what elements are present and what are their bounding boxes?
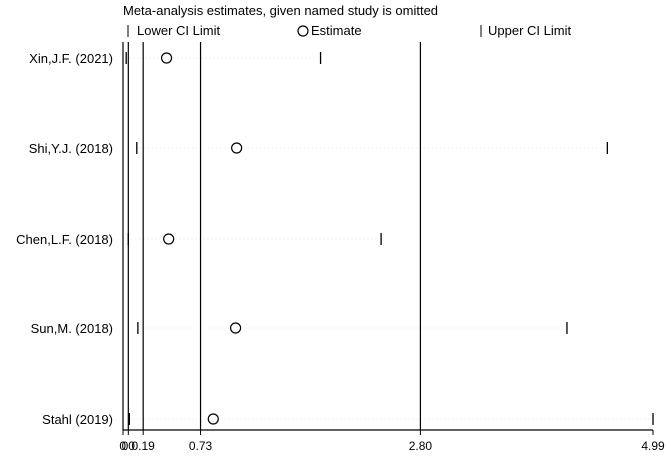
x-tick-label: 2.80 xyxy=(409,439,433,453)
legend-estimate-label: Estimate xyxy=(311,23,362,38)
legend-estimate-marker xyxy=(297,25,309,37)
study-label: Xin,J.F. (2021) xyxy=(29,51,113,66)
x-tick-label: 0.19 xyxy=(132,439,156,453)
estimate-point xyxy=(163,233,175,245)
estimate-point xyxy=(207,413,219,425)
estimate-point xyxy=(160,52,173,64)
x-tick-label: 0.73 xyxy=(189,439,213,453)
legend-lower-label: Lower CI Limit xyxy=(137,23,220,38)
estimate-point xyxy=(229,322,242,334)
study-label: Stahl (2019) xyxy=(42,412,113,427)
chart-title: Meta-analysis estimates, given named stu… xyxy=(123,3,438,18)
estimate-point xyxy=(231,142,243,154)
legend: Lower CI Limit Estimate Upper CI Limit xyxy=(127,23,571,38)
x-tick-label: 00 xyxy=(122,439,136,453)
study-label: Shi,Y.J. (2018) xyxy=(29,141,113,156)
study-label: Sun,M. (2018) xyxy=(31,321,113,336)
x-tick-label: 4.99 xyxy=(641,439,665,453)
legend-upper-label: Upper CI Limit xyxy=(488,23,571,38)
x-tick-label: 0 xyxy=(119,439,126,453)
study-label: Chen,L.F. (2018) xyxy=(16,232,113,247)
